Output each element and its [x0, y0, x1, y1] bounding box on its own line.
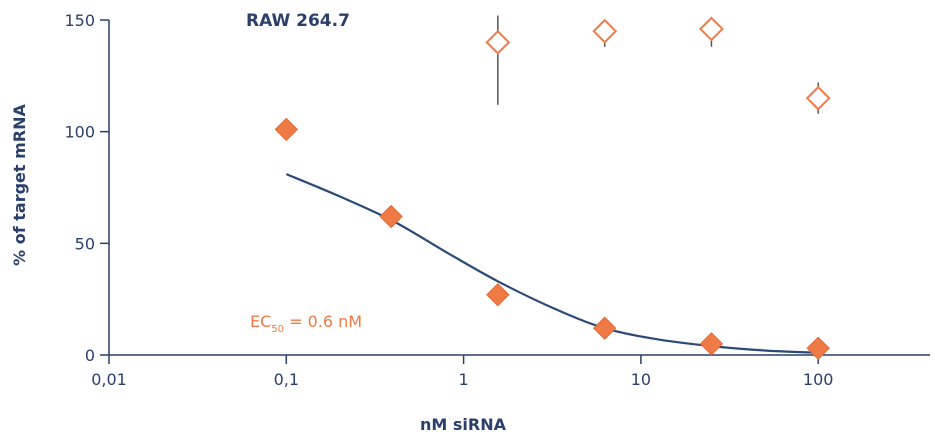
open-diamond-point — [592, 18, 618, 44]
filled-diamond-point — [379, 204, 403, 229]
ec50-prefix: EC — [250, 312, 271, 331]
y-tick-label: 100 — [64, 123, 95, 142]
open-diamond-point — [805, 85, 831, 111]
y-axis-title: % of target mRNA — [10, 104, 29, 266]
filled-diamond-point — [593, 316, 617, 340]
open-diamond-point — [699, 16, 724, 42]
filled-diamond-point — [486, 282, 510, 307]
y-tick-label: 150 — [64, 11, 95, 30]
ec50-suffix: = 0.6 nM — [284, 312, 362, 331]
error-bars — [497, 15, 819, 114]
ec50-subscript: 50 — [271, 324, 284, 335]
y-tick-label: 50 — [75, 234, 95, 253]
x-tick-label: 100 — [803, 370, 834, 389]
sirna-markers — [274, 117, 830, 361]
filled-diamond-point — [274, 117, 299, 142]
control-markers — [485, 16, 831, 111]
y-tick-label: 0 — [85, 346, 95, 365]
x-tick-label: 10 — [631, 370, 651, 389]
x-tick-label: 0,01 — [91, 370, 127, 389]
fit-curve — [285, 173, 819, 354]
x-tick-label: 1 — [459, 370, 469, 389]
x-ticks: 0,01 0,1 1 10 100 — [91, 355, 833, 389]
plot-area: 0 50 100 150 0,01 0,1 1 10 100 — [64, 11, 930, 389]
y-ticks: 0 50 100 150 — [64, 11, 109, 365]
x-tick-label: 0,1 — [274, 370, 299, 389]
filled-diamond-point — [806, 336, 830, 361]
ec50-annotation: EC50 = 0.6 nM — [250, 312, 362, 335]
chart-title: RAW 264.7 — [246, 11, 350, 31]
filled-diamond-point — [699, 332, 724, 356]
open-diamond-point — [485, 29, 511, 55]
x-axis-title: nM siRNA — [420, 415, 507, 434]
